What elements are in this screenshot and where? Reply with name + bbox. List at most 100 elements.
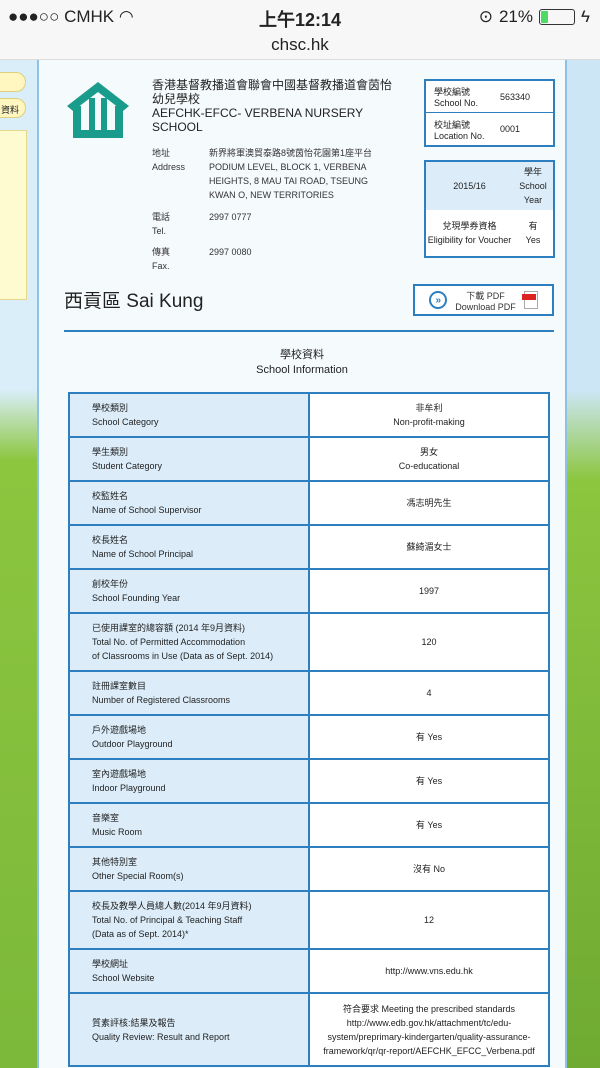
- row-value: 馮志明先生: [308, 480, 550, 526]
- table-row: 校長姓名 Name of School Principal 蘇綺湄女士: [68, 524, 550, 570]
- battery-percent: 21%: [498, 7, 533, 26]
- fax-value: 2997 0080: [209, 247, 252, 257]
- table-row: 音樂室 Music Room 有 Yes: [68, 802, 550, 848]
- pdf-icon: [521, 291, 538, 309]
- row-label: 室內遊戲場地 Indoor Playground: [68, 758, 310, 804]
- fax-label-en: Fax.: [152, 261, 170, 271]
- tel-label-en: Tel.: [152, 226, 167, 236]
- year-box: 2015/16 學年 School Year 兌現學券資格 Eligibility f…: [424, 160, 555, 258]
- tel-label-zh: 電話: [152, 212, 171, 222]
- divider: [64, 330, 554, 332]
- side-pill-label: 資料: [1, 105, 20, 115]
- row-label: 已使用課室的總容額 (2014 年9月資料) Total No. of Perm…: [68, 612, 310, 672]
- row-label: 校長姓名 Name of School Principal: [68, 524, 310, 570]
- school-name-zh: 香港基督教播道會聯會中國基督教播道會茵怡幼兒學校: [152, 78, 393, 106]
- row-label: 創校年份 School Founding Year: [68, 568, 310, 614]
- row-label: 註冊課室數目 Number of Registered Classrooms: [68, 670, 310, 716]
- right-background: [567, 60, 600, 1068]
- row-label: 學校類別 School Category: [68, 392, 310, 438]
- id-box: 學校編號 School No. 563340 校址編號 Location No. 000…: [424, 79, 555, 147]
- location-no: 0001: [500, 124, 521, 134]
- voucher-en: Yes: [525, 235, 541, 245]
- table-row: 已使用課室的總容額 (2014 年9月資料) Total No. of Perm…: [68, 612, 550, 672]
- tel-value: 2997 0777: [209, 212, 252, 222]
- row-label: 校監姓名 Name of School Supervisor: [68, 480, 310, 526]
- voucher-zh: 有: [528, 221, 538, 231]
- battery-icon: [539, 9, 575, 25]
- wifi-icon: ◠: [118, 7, 134, 26]
- school-no-label-en: School No.: [434, 98, 479, 108]
- side-pill-info[interactable]: 資料: [0, 98, 26, 118]
- address-label-en: Address: [152, 162, 186, 172]
- row-value: 120: [308, 612, 550, 672]
- row-value: 符合要求 Meeting the prescribed standards ht…: [308, 992, 550, 1067]
- tel: 電話 Tel. 2997 0777: [152, 210, 392, 240]
- download-pdf-button[interactable]: » 下載 PDF Download PDF: [413, 284, 554, 316]
- address-zh: 新界將軍澳貿泰路8號茵怡花園第1座平台: [209, 148, 373, 158]
- address-en: PODIUM LEVEL, BLOCK 1, VERBENA HEIGHTS, …: [209, 162, 369, 200]
- school-name-en: AEFCHK-EFCC- VERBENA NURSERY SCHOOL: [152, 106, 363, 134]
- row-label: 學生類別 Student Category: [68, 436, 310, 482]
- row-value: 12: [308, 890, 550, 950]
- school-no-label-zh: 學校編號: [434, 87, 471, 97]
- school-name: 香港基督教播道會聯會中國基督教播道會茵怡幼兒學校 AEFCHK-EFCC- VER…: [152, 78, 402, 134]
- rotation-lock-icon: ⊙: [478, 7, 493, 26]
- table-row: 戶外遊戲場地 Outdoor Playground 有 Yes: [68, 714, 550, 760]
- url-bar[interactable]: chsc.hk: [271, 35, 329, 54]
- voucher-label-en: Eligibility for Voucher: [427, 235, 512, 245]
- school-year: 2015/16: [453, 180, 486, 191]
- row-label: 質素評核:結果及報告 Quality Review: Result and Re…: [68, 992, 310, 1067]
- row-value: 非牟利 Non-profit-making: [308, 392, 550, 438]
- status-bar: ●●●○○ CMHK ◠ 上午12:14 ⊙ 21% ϟ chsc.hk: [0, 0, 600, 60]
- row-value: 有 Yes: [308, 802, 550, 848]
- row-value: 有 Yes: [308, 714, 550, 760]
- school-logo: [67, 82, 129, 138]
- section-title-en: School Information: [256, 364, 348, 376]
- location-no-label-en: Location No.: [434, 130, 485, 141]
- school-no: 563340: [500, 91, 531, 102]
- pdf-label-zh: 下載 PDF: [466, 290, 505, 301]
- pdf-label-en: Download PDF: [455, 301, 516, 312]
- carrier: ●●●○○ CMHK ◠: [8, 7, 134, 27]
- row-label: 音樂室 Music Room: [68, 802, 310, 848]
- table-row: 學生類別 Student Category 男女 Co-educational: [68, 436, 550, 482]
- table-row: 其他特別室 Other Special Room(s) 沒有 No: [68, 846, 550, 892]
- row-label: 校長及教學人員總人數(2014 年9月資料) Total No. of Prin…: [68, 890, 310, 950]
- table-row: 室內遊戲場地 Indoor Playground 有 Yes: [68, 758, 550, 804]
- row-value: 有 Yes: [308, 758, 550, 804]
- row-value: http://www.vns.edu.hk: [308, 948, 550, 994]
- row-label: 其他特別室 Other Special Room(s): [68, 846, 310, 892]
- address: 地址 Address 新界將軍澳貿泰路8號茵怡花園第1座平台 PODIUM LEVE…: [152, 146, 392, 206]
- row-label: 學校網址 School Website: [68, 948, 310, 994]
- row-value: 4: [308, 670, 550, 716]
- year-label-en: School Year: [519, 180, 547, 205]
- main-content: 香港基督教播道會聯會中國基督教播道會茵怡幼兒學校 AEFCHK-EFCC- VER…: [37, 60, 567, 1068]
- row-label: 戶外遊戲場地 Outdoor Playground: [68, 714, 310, 760]
- side-pill[interactable]: [0, 72, 26, 92]
- row-value: 蘇綺湄女士: [308, 524, 550, 570]
- location-no-label-zh: 校址編號: [434, 119, 471, 130]
- section-title: 學校資料 School Information: [39, 348, 565, 378]
- school-info-table: 學校類別 School Category 非牟利 Non-profit-makin…: [68, 392, 550, 1067]
- download-icon: »: [429, 291, 448, 309]
- row-value: 男女 Co-educational: [308, 436, 550, 482]
- fax: 傳真 Fax. 2997 0080: [152, 245, 392, 275]
- row-value: 1997: [308, 568, 550, 614]
- district-title: 西貢區 Sai Kung: [64, 291, 204, 312]
- section-title-zh: 學校資料: [280, 349, 324, 361]
- charging-icon: ϟ: [581, 7, 590, 26]
- table-row: 註冊課室數目 Number of Registered Classrooms 4: [68, 670, 550, 716]
- table-row: 學校網址 School Website http://www.vns.edu.hk: [68, 948, 550, 994]
- address-label-zh: 地址: [152, 148, 171, 158]
- clock: 上午12:14: [258, 10, 342, 30]
- table-row: 校長及教學人員總人數(2014 年9月資料) Total No. of Prin…: [68, 890, 550, 950]
- table-row: 學校類別 School Category 非牟利 Non-profit-makin…: [68, 392, 550, 438]
- status-right: ⊙ 21% ϟ: [479, 7, 590, 27]
- table-row: 質素評核:結果及報告 Quality Review: Result and Re…: [68, 992, 550, 1067]
- carrier-text: ●●●○○ CMHK: [8, 7, 115, 26]
- side-panel: [0, 130, 27, 300]
- table-row: 校監姓名 Name of School Supervisor 馮志明先生: [68, 480, 550, 526]
- table-row: 創校年份 School Founding Year 1997: [68, 568, 550, 614]
- voucher-label-zh: 兌現學券資格: [442, 221, 497, 231]
- fax-label-zh: 傳真: [152, 247, 171, 257]
